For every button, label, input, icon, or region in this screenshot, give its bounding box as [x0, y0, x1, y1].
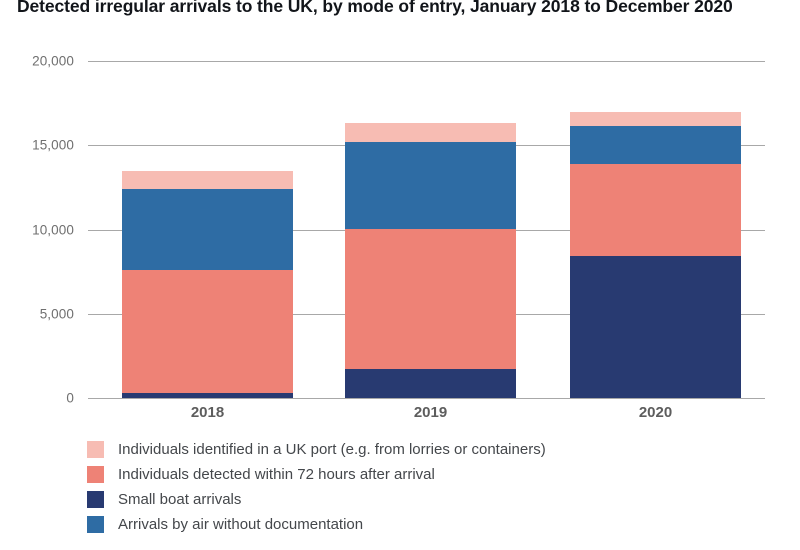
bar-segment-2019-small-boat-arrivals[interactable]: [345, 368, 516, 398]
legend-swatch-icon: [87, 516, 104, 533]
gridline-20000: [88, 61, 765, 62]
bar-segment-2019-individuals-detected-within-72-hours-after-arrival[interactable]: [345, 228, 516, 369]
bar-segment-2018-arrivals-by-air-without-documentation[interactable]: [122, 189, 293, 270]
legend-swatch-icon: [87, 491, 104, 508]
bar-segment-2020-small-boat-arrivals[interactable]: [570, 255, 741, 398]
legend-item-0[interactable]: Individuals identified in a UK port (e.g…: [87, 437, 787, 462]
bar-segment-2020-individuals-detected-within-72-hours-after-arrival[interactable]: [570, 163, 741, 256]
x-tick-label-2019: 2019: [413, 404, 448, 421]
bar-segment-2018-individuals-detected-within-72-hours-after-arrival[interactable]: [122, 269, 293, 393]
y-tick-label-20000: 20,000: [32, 53, 74, 69]
legend-item-label: Individuals detected within 72 hours aft…: [118, 466, 435, 483]
bar-2018[interactable]: [122, 0, 293, 398]
bar-2019[interactable]: [345, 0, 516, 398]
x-tick-label-2020: 2020: [638, 404, 673, 421]
bar-segment-2018-individuals-identified-in-a-uk-port-e-g-from-lorries-or-containers[interactable]: [122, 170, 293, 190]
bar-2020[interactable]: [570, 0, 741, 398]
bar-segment-2019-arrivals-by-air-without-documentation[interactable]: [345, 141, 516, 229]
x-tick-label-2018: 2018: [190, 404, 225, 421]
chart-title: Detected irregular arrivals to the UK, b…: [17, 0, 733, 16]
legend-item-label: Individuals identified in a UK port (e.g…: [118, 441, 546, 458]
legend-item-2[interactable]: Small boat arrivals: [87, 487, 787, 512]
y-tick-label-15000: 15,000: [32, 137, 74, 153]
chart-legend: Individuals identified in a UK port (e.g…: [87, 437, 787, 537]
legend-swatch-icon: [87, 466, 104, 483]
bar-segment-2020-individuals-identified-in-a-uk-port-e-g-from-lorries-or-containers[interactable]: [570, 111, 741, 126]
plot-area: 0 5,000 10,000 15,000 20,000 2018 2019 2020: [32, 0, 765, 421]
gridline-0: [88, 398, 765, 399]
legend-item-1[interactable]: Individuals detected within 72 hours aft…: [87, 462, 787, 487]
bar-segment-2019-individuals-identified-in-a-uk-port-e-g-from-lorries-or-containers[interactable]: [345, 123, 516, 142]
legend-item-3[interactable]: Arrivals by air without documentation: [87, 512, 787, 537]
bar-segment-2018-small-boat-arrivals[interactable]: [122, 392, 293, 398]
y-tick-label-10000: 10,000: [32, 222, 74, 237]
y-tick-label-5000: 5,000: [39, 306, 74, 322]
y-tick-label-0: 0: [66, 390, 74, 406]
legend-item-label: Arrivals by air without documentation: [118, 516, 364, 533]
legend-item-label: Small boat arrivals: [118, 491, 242, 508]
legend-swatch-icon: [87, 441, 104, 458]
bar-segment-2020-arrivals-by-air-without-documentation[interactable]: [570, 125, 741, 164]
